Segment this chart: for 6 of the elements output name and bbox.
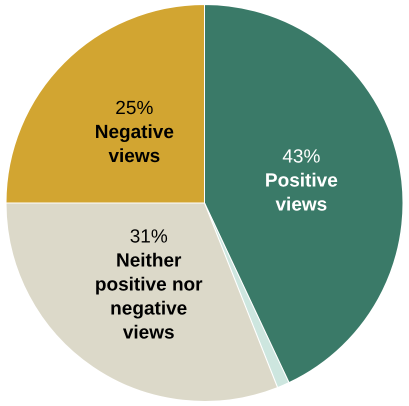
data-label: 43% xyxy=(282,146,320,168)
data-label: 31% xyxy=(130,226,168,248)
slice-label: Neither positive nor negative views xyxy=(94,250,204,344)
data-label: 25% xyxy=(115,98,154,120)
slice-label: Positive views xyxy=(264,170,338,216)
slice-label: Negative views xyxy=(94,122,174,168)
